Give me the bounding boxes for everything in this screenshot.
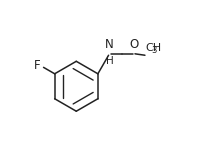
Text: H: H: [106, 56, 114, 66]
Text: 3: 3: [151, 46, 156, 55]
Text: F: F: [34, 59, 41, 72]
Text: N: N: [105, 38, 113, 51]
Text: O: O: [129, 38, 138, 51]
Text: CH: CH: [146, 43, 162, 53]
